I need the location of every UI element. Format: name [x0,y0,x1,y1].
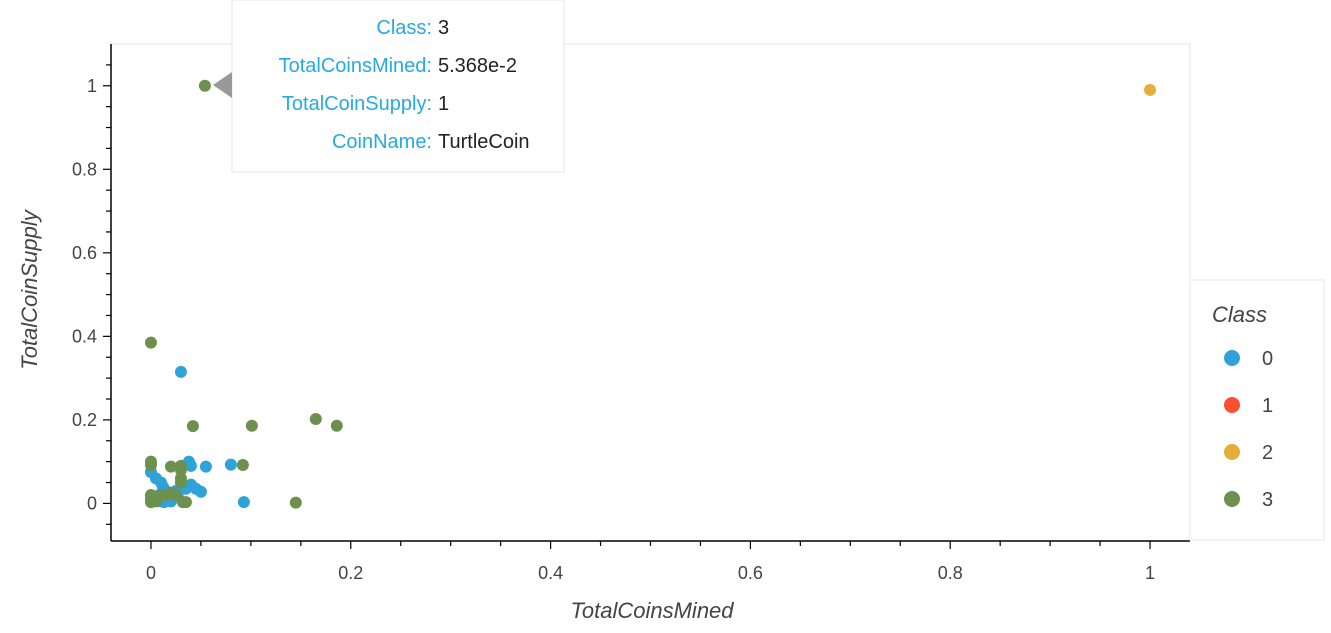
scatter-point-class-3[interactable] [289,496,302,509]
tooltip-key: TotalCoinsMined: [279,55,432,77]
scatter-point-class-3[interactable] [164,460,177,473]
x-axis-label: TotalCoinsMined [570,598,734,623]
tooltip-value: 1 [438,93,449,115]
scatter-point-class-0[interactable] [237,496,250,509]
tooltip-key: Class: [376,17,432,39]
points-layer [144,79,1157,509]
scatter-point-class-3[interactable] [186,420,199,433]
tooltip-key: TotalCoinSupply: [282,93,432,115]
scatter-point-class-3[interactable] [330,419,343,432]
tooltip-pointer [213,72,232,98]
x-tick-label: 1 [1145,563,1155,583]
tooltip-rows: Class: 3 TotalCoinsMined: 5.368e-2 TotalCoin… [279,17,530,153]
y-tick-label: 1 [87,76,97,96]
scatter-point-class-3[interactable] [174,476,187,489]
scatter-point-class-0[interactable] [174,365,187,378]
tooltip-value: 3 [438,17,449,39]
scatter-point-class-0[interactable] [184,459,197,472]
legend-marker[interactable] [1224,397,1240,413]
x-tick-label: 0.8 [938,563,963,583]
x-tick-label: 0 [146,563,156,583]
scatter-point-class-3[interactable] [236,458,249,471]
legend-box [1189,279,1325,541]
y-tick-label: 0.8 [72,159,97,179]
legend-label[interactable]: 0 [1262,348,1273,370]
scatter-point-class-3[interactable] [144,336,157,349]
y-axis-label: TotalCoinSupply [17,208,42,369]
legend-title: Class [1212,302,1267,327]
y-tick-label: 0 [87,493,97,513]
legend-marker[interactable] [1224,350,1240,366]
scatter-point-class-0[interactable] [194,485,207,498]
scatter-point-class-2[interactable] [1144,83,1157,96]
legend-label[interactable]: 3 [1262,489,1273,511]
scatter-point-class-3[interactable] [174,464,187,476]
legend-marker[interactable] [1224,491,1240,507]
x-tick-label: 0.2 [338,563,363,583]
y-tick-label: 0.4 [72,326,97,346]
legend: Class 0 1 2 3 [1189,279,1325,541]
scatter-point-class-3[interactable] [144,458,157,471]
x-ticks: 0 0.2 0.4 0.6 0.8 1 [146,541,1155,583]
scatter-point-class-0[interactable] [224,458,237,471]
scatter-point-class-3[interactable] [309,413,322,426]
scatter-point-class-3[interactable] [198,79,211,92]
legend-marker[interactable] [1224,444,1240,460]
legend-label[interactable]: 2 [1262,442,1273,464]
tooltip-box [231,0,565,173]
tooltip: Class: 3 TotalCoinsMined: 5.368e-2 TotalCoin… [213,0,565,173]
tooltip-key: CoinName: [332,131,432,153]
scatter-point-class-0[interactable] [199,460,212,473]
tooltip-value: TurtleCoin [438,131,530,153]
scatter-point-class-3[interactable] [245,419,258,432]
y-ticks: 0 0.2 0.4 0.6 0.8 1 [72,64,111,525]
y-tick-label: 0.6 [72,243,97,263]
tooltip-value: 5.368e-2 [438,55,517,77]
x-tick-label: 0.4 [538,563,563,583]
legend-label[interactable]: 1 [1262,395,1273,417]
y-tick-label: 0.2 [72,410,97,430]
x-tick-label: 0.6 [738,563,763,583]
scatter-point-class-3[interactable] [179,496,192,509]
legend-items: 0 1 2 3 [1224,348,1273,511]
